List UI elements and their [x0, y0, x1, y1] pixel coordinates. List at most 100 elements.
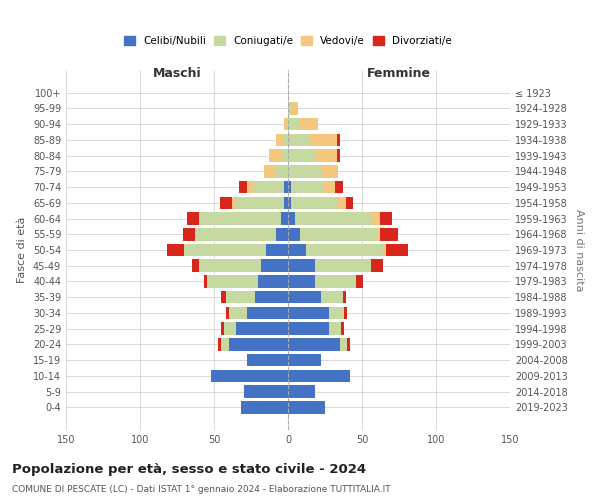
Bar — [167, 244, 184, 256]
Bar — [192, 260, 199, 272]
Bar — [288, 196, 291, 209]
Bar — [288, 181, 291, 194]
Bar — [184, 244, 266, 256]
Bar — [229, 306, 247, 319]
Bar — [276, 165, 288, 177]
Bar — [288, 102, 291, 115]
Bar — [380, 212, 392, 225]
Bar — [314, 275, 356, 288]
Bar — [306, 244, 383, 256]
Bar — [276, 228, 288, 240]
Bar — [371, 260, 383, 272]
Text: Maschi: Maschi — [152, 67, 202, 80]
Y-axis label: Anni di nascita: Anni di nascita — [574, 209, 584, 291]
Bar — [337, 134, 340, 146]
Bar — [346, 196, 353, 209]
Bar — [187, 212, 199, 225]
Bar — [335, 181, 343, 194]
Text: Femmine: Femmine — [367, 67, 431, 80]
Bar — [241, 401, 288, 413]
Bar — [386, 244, 408, 256]
Bar — [199, 212, 281, 225]
Bar — [211, 370, 288, 382]
Bar — [288, 401, 325, 413]
Bar — [269, 150, 281, 162]
Bar — [284, 134, 288, 146]
Bar — [314, 150, 337, 162]
Bar — [288, 86, 289, 99]
Legend: Celibi/Nubili, Coniugati/e, Vedovi/e, Divorziati/e: Celibi/Nubili, Coniugati/e, Vedovi/e, Di… — [120, 32, 456, 50]
Bar — [276, 134, 284, 146]
Bar — [266, 244, 288, 256]
Bar — [288, 386, 314, 398]
Bar — [344, 306, 347, 319]
Bar — [320, 291, 343, 304]
Bar — [295, 212, 373, 225]
Bar — [224, 322, 236, 335]
Bar — [340, 338, 347, 350]
Bar — [288, 275, 314, 288]
Bar — [288, 370, 350, 382]
Bar — [288, 228, 300, 240]
Bar — [221, 291, 226, 304]
Bar — [288, 306, 329, 319]
Bar — [281, 212, 288, 225]
Bar — [262, 260, 288, 272]
Bar — [284, 196, 288, 209]
Y-axis label: Fasce di età: Fasce di età — [17, 217, 27, 283]
Bar — [291, 102, 298, 115]
Bar — [203, 275, 206, 288]
Bar — [284, 118, 288, 130]
Bar — [288, 260, 314, 272]
Bar — [288, 165, 320, 177]
Bar — [380, 228, 398, 240]
Bar — [329, 322, 341, 335]
Bar — [247, 354, 288, 366]
Bar — [310, 134, 337, 146]
Bar — [347, 338, 350, 350]
Bar — [288, 118, 300, 130]
Bar — [226, 306, 229, 319]
Bar — [244, 386, 288, 398]
Bar — [221, 322, 224, 335]
Bar — [236, 322, 288, 335]
Bar — [281, 150, 288, 162]
Bar — [265, 165, 276, 177]
Bar — [221, 338, 229, 350]
Bar — [232, 196, 236, 209]
Bar — [288, 322, 329, 335]
Bar — [195, 228, 276, 240]
Bar — [377, 228, 380, 240]
Bar — [236, 196, 284, 209]
Bar — [288, 244, 306, 256]
Bar — [183, 228, 195, 240]
Bar — [288, 354, 320, 366]
Bar — [206, 275, 259, 288]
Bar — [338, 196, 346, 209]
Bar — [288, 150, 314, 162]
Bar — [356, 275, 364, 288]
Bar — [288, 291, 320, 304]
Bar — [383, 244, 386, 256]
Bar — [320, 165, 338, 177]
Bar — [199, 260, 262, 272]
Bar — [323, 181, 335, 194]
Bar — [239, 181, 247, 194]
Bar — [247, 181, 254, 194]
Bar — [254, 181, 284, 194]
Bar — [300, 228, 377, 240]
Bar — [343, 291, 346, 304]
Bar — [314, 260, 371, 272]
Bar — [284, 181, 288, 194]
Bar — [373, 212, 380, 225]
Text: Popolazione per età, sesso e stato civile - 2024: Popolazione per età, sesso e stato civil… — [12, 462, 366, 475]
Bar — [288, 134, 310, 146]
Bar — [329, 306, 344, 319]
Bar — [259, 275, 288, 288]
Bar — [256, 291, 288, 304]
Bar — [288, 212, 295, 225]
Bar — [220, 196, 232, 209]
Bar — [247, 306, 288, 319]
Bar — [291, 181, 323, 194]
Bar — [291, 196, 338, 209]
